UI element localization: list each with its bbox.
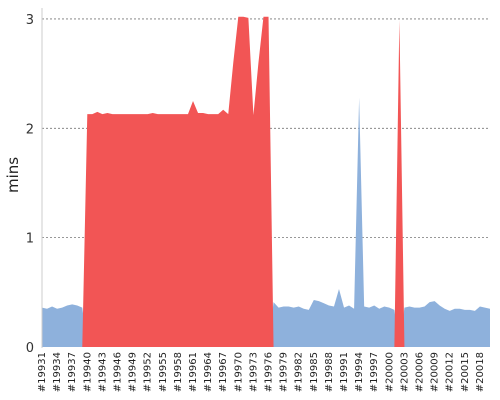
- x-tick-label: #19997: [369, 352, 380, 392]
- x-tick-label: #20012: [445, 352, 456, 392]
- x-tick-label: #19943: [97, 352, 108, 392]
- x-tick-label: #19940: [82, 352, 93, 392]
- x-tick-label: #19934: [52, 352, 63, 392]
- x-tick-label: #20015: [460, 352, 471, 392]
- y-tick-labels: 0 1 2 3: [26, 13, 34, 356]
- y-tick-label: 0: [26, 341, 34, 356]
- x-tick-label: #19979: [279, 352, 290, 392]
- area-series-1: [42, 97, 490, 347]
- y-tick-label: 3: [26, 13, 34, 28]
- x-tick-label: #19988: [324, 352, 335, 392]
- x-tick-label: #19976: [264, 352, 275, 392]
- x-tick-label: #20006: [415, 352, 426, 392]
- area-series-2: [42, 16, 490, 347]
- x-tick-label: #20018: [475, 352, 486, 392]
- x-tick-labels: #19931 #19934 #19937 #19940 #19943 #19946 #199…: [37, 352, 486, 392]
- x-tick-label: #19961: [188, 352, 199, 392]
- y-tick-label: 1: [26, 232, 34, 247]
- y-axis-label: mins: [4, 157, 22, 193]
- x-tick-label: #19952: [143, 352, 154, 392]
- x-tick-label: #19994: [354, 352, 365, 392]
- x-tick-label: #19964: [203, 352, 214, 392]
- x-tick-label: #19973: [248, 352, 259, 392]
- x-tick-label: #19931: [37, 352, 48, 392]
- x-tick-label: #19958: [173, 352, 184, 392]
- x-tick-label: #20000: [384, 352, 395, 392]
- x-tick-label: #19949: [128, 352, 139, 392]
- x-tick-label: #19982: [294, 352, 305, 392]
- x-tick-label: #19970: [233, 352, 244, 392]
- y-tick-label: 2: [26, 122, 34, 137]
- x-tick-label: #19937: [67, 352, 78, 392]
- x-tick-label: #19967: [218, 352, 229, 392]
- x-tick-label: #19946: [113, 352, 124, 392]
- x-tick-label: #19991: [339, 352, 350, 392]
- x-tick-label: #19955: [158, 352, 169, 392]
- x-tick-label: #20009: [430, 352, 441, 392]
- x-tick-label: #19985: [309, 352, 320, 392]
- x-tick-label: #20003: [399, 352, 410, 392]
- area-series: [42, 16, 490, 347]
